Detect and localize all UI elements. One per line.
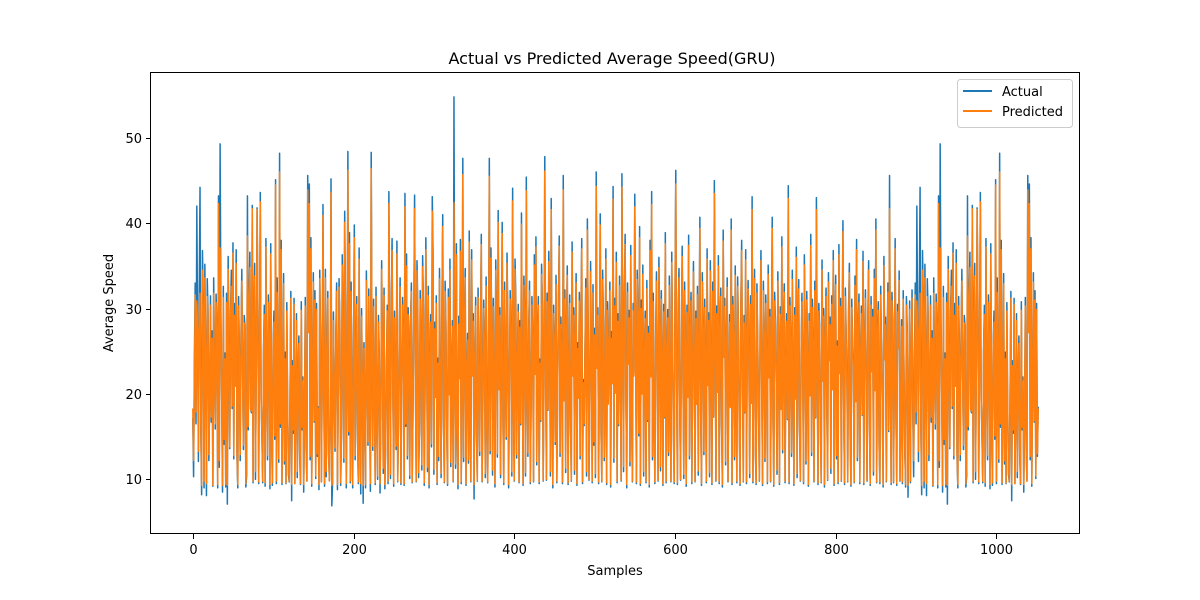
legend-label-predicted: Predicted (1002, 105, 1063, 120)
y-tick-label: 20 (125, 388, 142, 403)
legend: Actual Predicted (957, 79, 1073, 128)
series-line-predicted (192, 167, 1039, 487)
y-axis: 10 20 30 40 50 (125, 132, 151, 488)
chart-title: Actual vs Predicted Average Speed(GRU) (449, 49, 776, 68)
x-axis-label: Samples (587, 564, 643, 579)
x-tick-label: 400 (502, 543, 527, 558)
x-tick-label: 800 (824, 543, 849, 558)
series-layer (192, 96, 1039, 507)
y-tick-label: 40 (125, 217, 142, 232)
y-tick-label: 30 (125, 303, 142, 318)
y-tick-label: 50 (125, 132, 142, 147)
x-axis: 0 200 400 600 800 1000 (189, 534, 1013, 558)
x-tick-label: 600 (663, 543, 688, 558)
x-tick-label: 200 (342, 543, 367, 558)
x-tick-label: 1000 (980, 543, 1013, 558)
y-axis-label: Average Speed (102, 254, 117, 352)
y-tick-label: 10 (125, 473, 142, 488)
plot-frame (150, 72, 1080, 534)
x-tick-label: 0 (189, 543, 197, 558)
legend-label-actual: Actual (1002, 85, 1043, 100)
